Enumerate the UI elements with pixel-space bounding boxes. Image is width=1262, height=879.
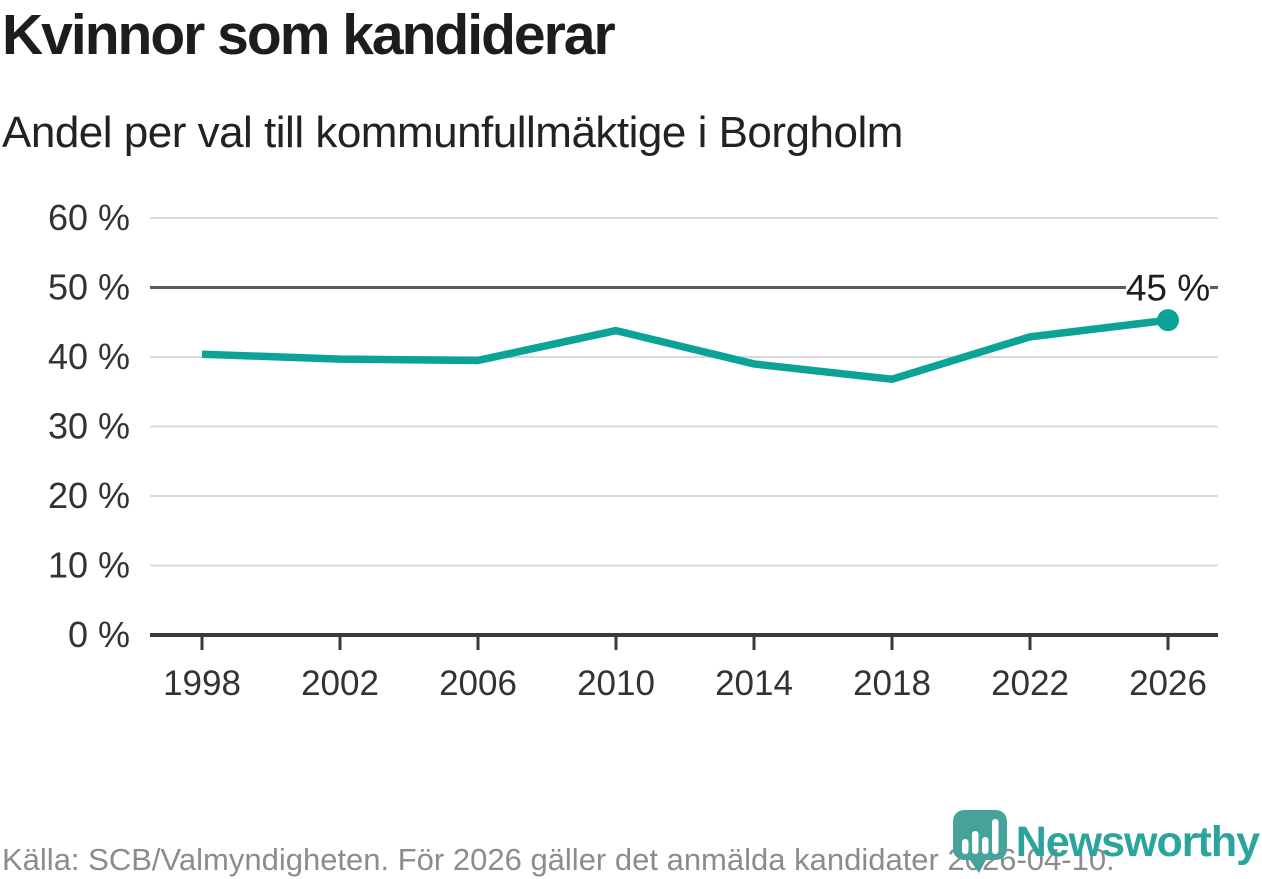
y-tick-label: 0 % <box>68 614 130 655</box>
chart-title: Kvinnor som kandiderar <box>2 3 616 67</box>
x-tick-label: 2010 <box>577 664 655 703</box>
newsworthy-pin-icon <box>952 810 1007 873</box>
x-tick-label: 2014 <box>715 664 793 703</box>
latest-value-label: 45 % <box>1126 268 1210 309</box>
trend-line <box>201 316 1169 383</box>
x-tick-label: 2022 <box>991 664 1069 703</box>
newsworthy-wordmark: Newsworthy <box>1015 817 1260 866</box>
source-note: Källa: SCB/Valmyndigheten. För 2026 gäll… <box>2 842 1115 877</box>
annotation-halo <box>1126 268 1210 307</box>
latest-point-marker <box>1157 309 1179 332</box>
newsworthy-logo: Newsworthy <box>952 809 1260 875</box>
y-tick-label: 20 % <box>48 475 130 516</box>
y-tick-label: 10 % <box>48 545 130 586</box>
x-tick-label: 2026 <box>1129 664 1207 703</box>
x-tick-label: 2002 <box>301 664 379 703</box>
x-tick-label: 2006 <box>439 664 517 703</box>
y-tick-label: 40 % <box>48 336 130 377</box>
x-tick-label: 2018 <box>853 664 931 703</box>
y-tick-label: 30 % <box>48 406 130 447</box>
y-tick-label: 50 % <box>48 267 130 308</box>
chart-subtitle: Andel per val till kommunfullmäktige i B… <box>2 108 903 157</box>
x-tick-label: 1998 <box>163 664 241 703</box>
y-tick-label: 60 % <box>48 197 130 238</box>
